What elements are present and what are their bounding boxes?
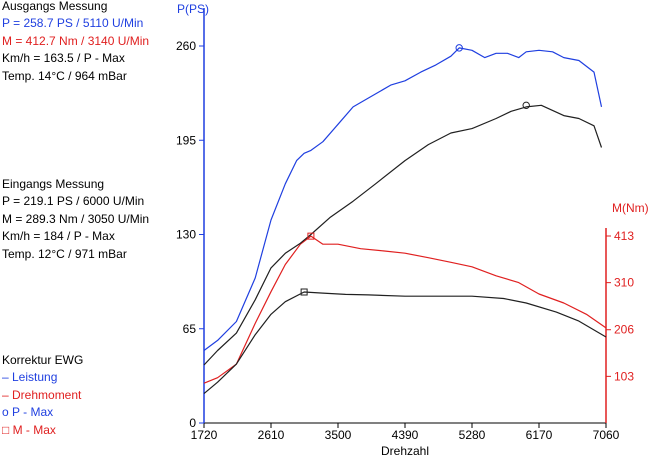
m-max-marker — [307, 232, 315, 240]
ausgangs-power-readout: P = 258.7 PS / 5110 U/Min — [2, 16, 144, 31]
y-left-tick-label: 0 — [189, 416, 196, 430]
x-tick-label: 3500 — [325, 428, 352, 442]
legend-drehmoment: – Drehmoment — [2, 387, 82, 402]
eingangs-messung-panel: Eingangs Messung P = 219.1 PS / 6000 U/M… — [2, 176, 149, 263]
legend-m-max: □ M - Max — [2, 422, 56, 437]
eingangs-messung-title: Eingangs Messung — [2, 177, 105, 191]
p-max-marker — [455, 44, 463, 52]
x-tick-label: 7060 — [593, 428, 620, 442]
y-left-tick-label: 130 — [176, 228, 196, 242]
y-right-tick-label: 310 — [614, 276, 634, 290]
x-tick-label: 6170 — [526, 428, 553, 442]
y-axis-label-right: M(Nm) — [612, 201, 649, 215]
y-left-tick-label: 260 — [176, 39, 196, 53]
eingangs-temp-readout: Temp. 12°C / 971 mBar — [2, 246, 127, 261]
series-line-1 — [203, 235, 607, 384]
x-axis-label: Drehzahl — [381, 444, 429, 458]
eingangs-speed-readout: Km/h = 184 / P - Max — [2, 229, 115, 244]
x-tick-label: 4390 — [392, 428, 419, 442]
legend-leistung: – Leistung — [2, 370, 58, 385]
chart-series — [203, 47, 607, 395]
y-right-tick-label: 413 — [614, 229, 634, 243]
eingangs-torque-readout: M = 289.3 Nm / 3050 U/Min — [2, 211, 150, 226]
x-tick-label: 1720 — [191, 428, 218, 442]
legend-p-max: o P - Max — [2, 405, 54, 420]
ausgangs-messung-title: Ausgangs Messung — [2, 0, 108, 13]
p-max-marker — [522, 101, 530, 110]
ausgangs-temp-readout: Temp. 14°C / 964 mBar — [2, 68, 127, 83]
ausgangs-torque-readout: M = 412.7 Nm / 3140 U/Min — [2, 33, 150, 48]
series-line-3 — [203, 291, 607, 395]
x-tick-label: 2610 — [258, 428, 285, 442]
y-left-tick-label: 195 — [176, 133, 196, 147]
korrektur-title: Korrektur EWG — [2, 353, 84, 367]
series-line-2 — [203, 104, 603, 366]
y-right-tick-label: 103 — [614, 369, 634, 383]
ausgangs-messung-panel: Ausgangs Messung P = 258.7 PS / 5110 U/M… — [2, 0, 149, 85]
y-left-tick-label: 65 — [183, 322, 197, 336]
m-max-marker — [300, 288, 308, 296]
chart-markers — [300, 44, 530, 296]
y-axis-label-left: P(PS) — [177, 2, 209, 16]
ausgangs-speed-readout: Km/h = 163.5 / P - Max — [2, 51, 125, 66]
korrektur-legend: Korrektur EWG – Leistung – Drehmoment o … — [2, 352, 83, 439]
x-tick-label: 5280 — [459, 428, 486, 442]
y-right-tick-label: 206 — [614, 323, 634, 337]
chart-axes: 1720 2610 3500 4390 5280 6170 7060 0 65 130 195 260… — [176, 8, 634, 442]
eingangs-power-readout: P = 219.1 PS / 6000 U/Min — [2, 194, 145, 209]
series-line-0 — [203, 47, 603, 351]
